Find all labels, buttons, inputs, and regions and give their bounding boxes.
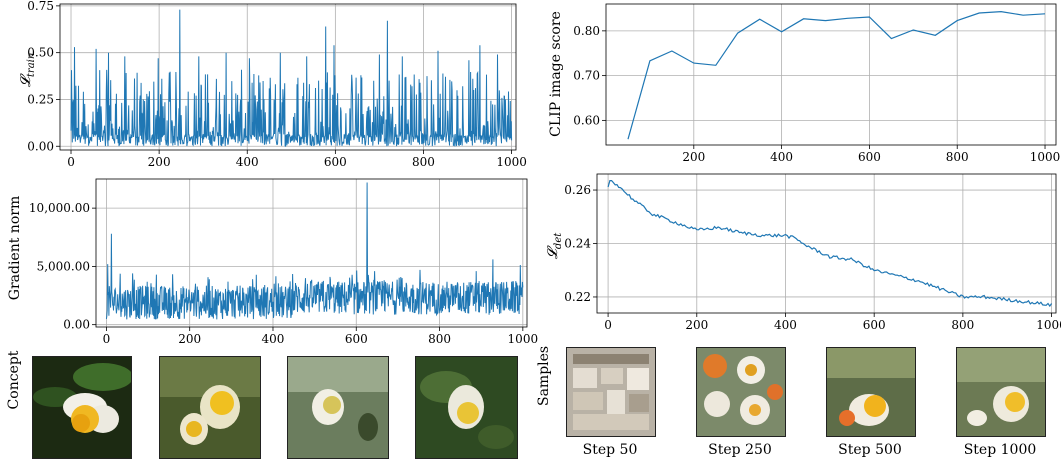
grad_norm-xtick-label: 800 [428, 332, 451, 346]
train_loss-ytick-label: 0.00 [27, 139, 54, 153]
flower-photo-icon [957, 348, 1045, 436]
caption-step1000: Step 1000 [963, 442, 1037, 458]
concept-image-4 [415, 356, 518, 459]
flower-photo-icon [288, 357, 388, 458]
concept-image-3 [287, 356, 389, 459]
det_loss-ytick-label: 0.22 [564, 290, 591, 304]
det_loss-series-line [607, 180, 1053, 308]
flower-photo-icon [416, 357, 517, 458]
grad-norm-ylabel: Gradient norm [7, 195, 23, 301]
clip_score-series-line [627, 10, 1046, 140]
grad_norm-frame [95, 178, 528, 328]
train_loss-ytick-label: 0.50 [27, 46, 54, 60]
det_loss-xtick-label: 200 [685, 318, 708, 332]
train_loss-xtick-label: 200 [148, 155, 171, 169]
det_loss-ytick-label: 0.26 [564, 183, 591, 197]
clip_score-xtick-label: 600 [858, 150, 881, 164]
clip_score-ytick-label: 0.60 [573, 113, 600, 127]
det_loss-xtick-label: 1000 [1036, 318, 1061, 332]
collage-photo-icon [567, 348, 655, 436]
grad_norm-xtick-label: 0 [103, 332, 111, 346]
train_loss-xtick-label: 400 [236, 155, 259, 169]
clip_score-frame [605, 3, 1057, 146]
clip_score-xtick-label: 200 [682, 150, 705, 164]
train_loss-ytick-label: 0.25 [27, 92, 54, 106]
clip_score-xtick-label: 400 [770, 150, 793, 164]
train_loss-series-line [70, 9, 513, 147]
samples-label: Samples [536, 345, 552, 406]
sample-image-step500 [826, 347, 916, 437]
train_loss-xtick-label: 800 [412, 155, 435, 169]
grad_norm-xtick-label: 1000 [508, 332, 539, 346]
sample-image-step1000 [956, 347, 1046, 437]
train_loss-ytick-label: 0.75 [27, 0, 54, 13]
train_loss-xtick-label: 1000 [496, 155, 527, 169]
flower-photo-icon [827, 348, 915, 436]
det-loss-ylabel: 𝓛det [545, 232, 564, 260]
train-loss-ylabel: 𝓛train [18, 52, 37, 88]
train_loss-frame [59, 3, 517, 151]
grad_norm-ytick-label: 5,000.00 [37, 259, 90, 273]
grad_norm-xtick-label: 600 [345, 332, 368, 346]
grad_norm-series-line [105, 182, 524, 320]
flower-photo-icon [160, 357, 260, 458]
clip_score-xtick-label: 1000 [1030, 150, 1061, 164]
concept-image-2 [159, 356, 261, 459]
caption-step250: Step 250 [708, 442, 772, 458]
det_loss-xtick-label: 0 [604, 318, 612, 332]
det_loss-xtick-label: 400 [774, 318, 797, 332]
flower-photo-icon [33, 357, 131, 458]
det_loss-xtick-label: 600 [863, 318, 886, 332]
grad_norm-xtick-label: 200 [178, 332, 201, 346]
sample-image-step250 [696, 347, 786, 437]
clip-score-ylabel: CLIP image score [548, 11, 564, 137]
concept-label: Concept [6, 350, 22, 410]
caption-step500: Step 500 [838, 442, 902, 458]
flower-photo-icon [697, 348, 785, 436]
caption-step50: Step 50 [582, 442, 638, 458]
det_loss-xtick-label: 800 [951, 318, 974, 332]
train_loss-xtick-label: 600 [324, 155, 347, 169]
grad_norm-ytick-label: 0.00 [63, 318, 90, 332]
sample-image-step50 [566, 347, 656, 437]
clip_score-ytick-label: 0.80 [573, 24, 600, 38]
clip_score-xtick-label: 800 [946, 150, 969, 164]
train_loss-xtick-label: 0 [67, 155, 75, 169]
grad_norm-xtick-label: 400 [262, 332, 285, 346]
det_loss-ytick-label: 0.24 [564, 237, 591, 251]
clip_score-ytick-label: 0.70 [573, 69, 600, 83]
grad_norm-ytick-label: 10,000.00 [29, 201, 90, 215]
concept-image-1 [32, 356, 132, 459]
